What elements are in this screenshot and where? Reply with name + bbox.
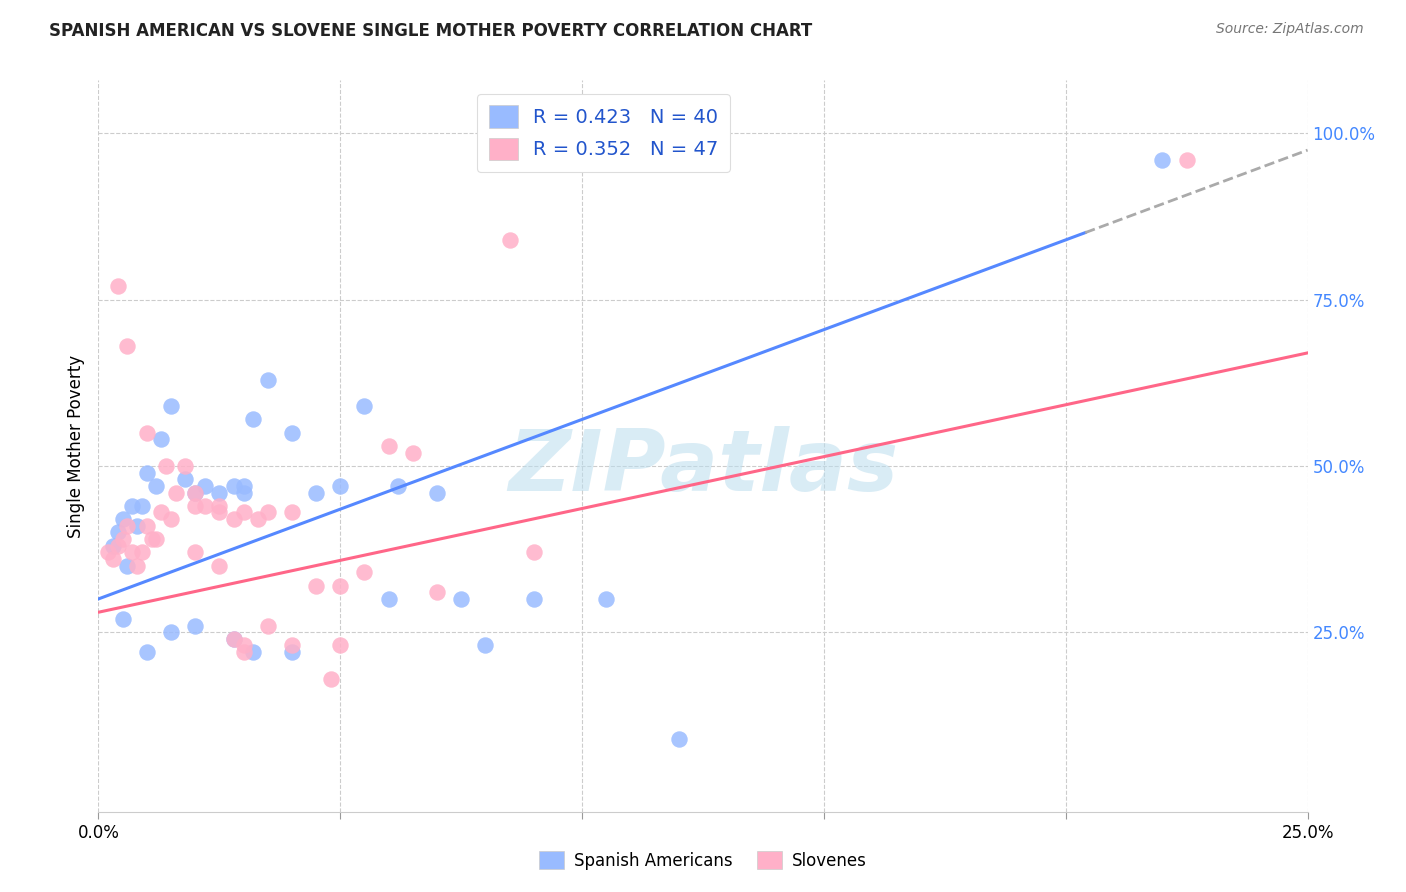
Point [208,485,231,500]
Point [184,499,207,513]
Text: Source: ZipAtlas.com: Source: ZipAtlas.com [1216,22,1364,37]
Point [222,479,245,493]
Point [150,433,173,447]
Point [377,439,399,453]
Point [232,645,254,659]
Point [121,545,143,559]
Point [232,639,254,653]
Point [242,645,264,659]
Point [256,372,278,386]
Point [281,506,304,520]
Point [174,472,197,486]
Point [141,532,163,546]
Point [111,512,134,526]
Point [222,632,245,646]
Point [208,558,231,573]
Point [121,499,143,513]
Point [498,233,520,247]
Point [523,591,546,606]
Y-axis label: Single Mother Poverty: Single Mother Poverty [66,354,84,538]
Point [184,485,207,500]
Point [107,539,129,553]
Point [150,506,173,520]
Point [256,618,278,632]
Point [232,506,254,520]
Point [160,625,183,640]
Point [208,499,231,513]
Point [165,485,187,500]
Point [305,485,328,500]
Point [117,518,139,533]
Point [194,499,217,513]
Point [247,512,270,526]
Point [450,591,472,606]
Text: ZIPatlas: ZIPatlas [508,426,898,509]
Point [101,539,124,553]
Point [319,672,342,686]
Point [1175,153,1198,167]
Point [117,339,139,353]
Point [184,618,207,632]
Point [426,585,449,599]
Point [107,279,129,293]
Point [242,412,264,426]
Point [155,458,177,473]
Point [668,731,690,746]
Point [208,506,231,520]
Point [184,485,207,500]
Point [329,479,352,493]
Point [305,579,328,593]
Point [145,479,167,493]
Point [281,645,304,659]
Point [97,545,120,559]
Text: SPANISH AMERICAN VS SLOVENE SINGLE MOTHER POVERTY CORRELATION CHART: SPANISH AMERICAN VS SLOVENE SINGLE MOTHE… [49,22,813,40]
Point [523,545,546,559]
Point [135,518,157,533]
Point [145,532,167,546]
Legend: Spanish Americans, Slovenes: Spanish Americans, Slovenes [531,845,875,877]
Point [131,499,153,513]
Point [135,466,157,480]
Point [117,558,139,573]
Point [111,532,134,546]
Point [329,579,352,593]
Point [281,425,304,440]
Point [353,399,375,413]
Point [194,479,217,493]
Point [160,512,183,526]
Point [111,612,134,626]
Point [232,479,254,493]
Point [135,425,157,440]
Point [281,639,304,653]
Point [256,506,278,520]
Point [127,558,149,573]
Point [474,639,496,653]
Point [222,632,245,646]
Point [353,566,375,580]
Point [184,545,207,559]
Point [595,591,617,606]
Point [377,591,399,606]
Point [222,512,245,526]
Legend: R = 0.423   N = 40, R = 0.352   N = 47: R = 0.423 N = 40, R = 0.352 N = 47 [477,94,730,171]
Point [135,645,157,659]
Point [127,518,149,533]
Point [402,445,425,459]
Point [174,458,197,473]
Point [101,552,124,566]
Point [426,485,449,500]
Point [329,639,352,653]
Point [387,479,409,493]
Point [131,545,153,559]
Point [1152,153,1174,167]
Point [232,485,254,500]
Point [107,525,129,540]
Point [160,399,183,413]
